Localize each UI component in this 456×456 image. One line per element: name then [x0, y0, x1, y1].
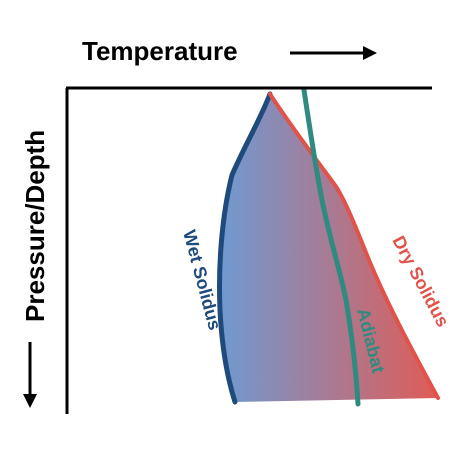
wet-solidus-curve	[217, 91, 273, 405]
depth-arrow-icon	[23, 342, 37, 408]
adiabat-curve	[301, 87, 361, 407]
dry-solidus-label: Dry Solidus	[388, 232, 453, 330]
temperature-arrow-icon	[290, 46, 377, 60]
melting-region	[219, 94, 438, 402]
x-axis-label: Temperature	[82, 36, 238, 66]
dry-solidus-curve	[268, 92, 440, 400]
y-axis-label: Pressure/Depth	[20, 130, 50, 322]
